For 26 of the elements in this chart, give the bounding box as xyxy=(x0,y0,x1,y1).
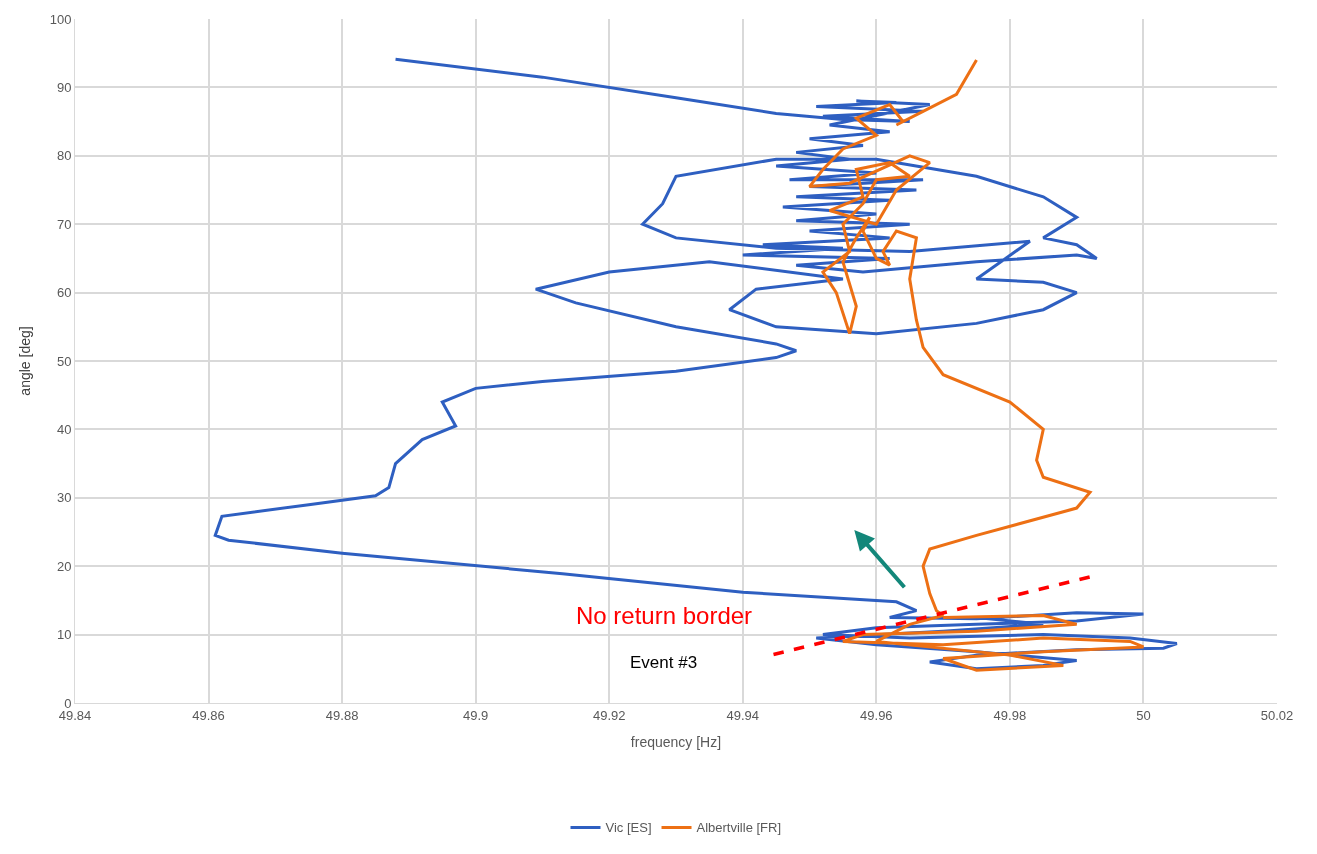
annotation: Event #3 xyxy=(630,653,698,672)
x-tick-label: 49.88 xyxy=(325,707,359,723)
x-tick-label: 50 xyxy=(1136,707,1151,723)
y-tick-label: 50 xyxy=(56,353,72,369)
x-tick-label: 49.92 xyxy=(592,707,626,723)
x-tick-label: 49.98 xyxy=(993,707,1027,723)
x-tick-label: 49.9 xyxy=(463,707,489,723)
y-tick-label: 40 xyxy=(56,421,72,437)
y-tick-label: 90 xyxy=(56,79,72,95)
x-axis-title: frequency [Hz] xyxy=(630,733,722,750)
line-series xyxy=(808,58,1145,672)
annotation: No return border xyxy=(576,602,753,629)
y-tick-label: 60 xyxy=(56,285,72,301)
y-tick-label: 80 xyxy=(56,148,72,164)
x-tick-label: 49.86 xyxy=(192,707,225,723)
x-tick-label: 49.96 xyxy=(860,707,893,723)
x-tick-label: 50.02 xyxy=(1260,707,1294,723)
y-tick-label: 10 xyxy=(56,627,72,643)
y-tick-label: 100 xyxy=(49,11,72,27)
y-tick-label: 70 xyxy=(56,216,72,232)
y-tick-label: 20 xyxy=(56,558,72,574)
y-tick-label: 30 xyxy=(56,490,72,506)
y-axis-title: angle [deg] xyxy=(17,326,34,396)
legend-label: Vic [ES] xyxy=(605,820,652,836)
x-tick-label: 49.94 xyxy=(726,707,760,723)
legend-label: Albertville [FR] xyxy=(696,820,782,836)
